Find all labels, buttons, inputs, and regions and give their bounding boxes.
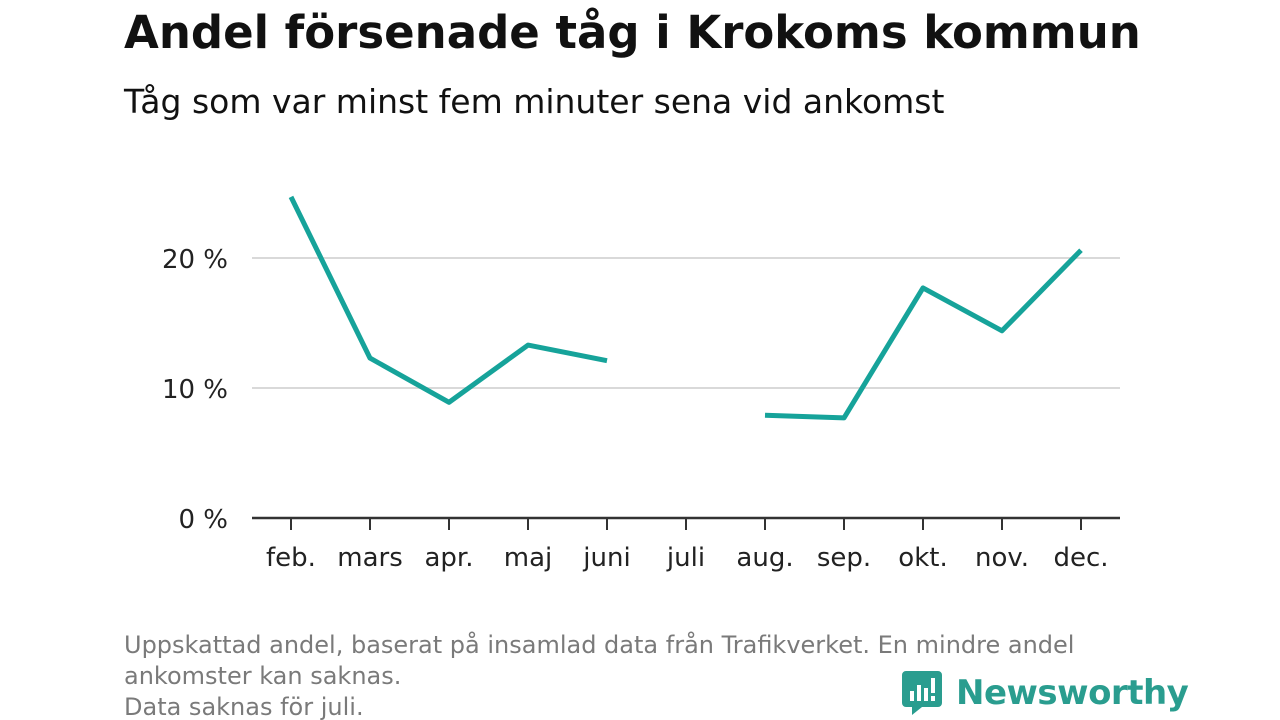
series-lines (288, 195, 1083, 421)
y-tick-label: 20 % (162, 245, 228, 275)
brand-name: Newsworthy (956, 673, 1189, 713)
x-tick-label: feb. (266, 543, 316, 573)
footnote-line-2: ankomster kan saknas. (124, 662, 402, 690)
x-tick-label: juni (582, 543, 630, 573)
x-tick-label: juli (666, 543, 705, 573)
x-tick-label: maj (504, 543, 552, 573)
series-line-segment (764, 248, 1083, 421)
x-tick-label: aug. (736, 543, 793, 573)
x-axis-ticks: feb. mars apr. maj juni juli aug. sep. okt. nov. d… (266, 518, 1109, 573)
x-tick-label: okt. (898, 543, 947, 573)
x-tick-label: mars (337, 543, 403, 573)
chart-subtitle: Tåg som var minst fem minuter sena vid a… (124, 82, 945, 121)
x-tick-label: dec. (1053, 543, 1108, 573)
y-axis-ticks: 0 % 10 % 20 % (162, 245, 228, 535)
y-tick-label: 10 % (162, 375, 228, 405)
brand-logo: Newsworthy (902, 668, 1189, 718)
y-tick-label: 0 % (178, 505, 228, 535)
x-tick-label: nov. (975, 543, 1029, 573)
grid-lines (252, 257, 1120, 389)
footnote: Uppskattad andel, baserat på insamlad da… (124, 630, 1164, 720)
x-tick-label: apr. (424, 543, 473, 573)
series-line-segment (288, 195, 608, 405)
newsworthy-logo-icon (902, 671, 942, 715)
footnote-line-1: Uppskattad andel, baserat på insamlad da… (124, 631, 1075, 659)
chart-title: Andel försenade tåg i Krokoms kommun (124, 6, 1141, 59)
footnote-line-3: Data saknas för juli. (124, 693, 364, 720)
x-tick-label: sep. (817, 543, 871, 573)
